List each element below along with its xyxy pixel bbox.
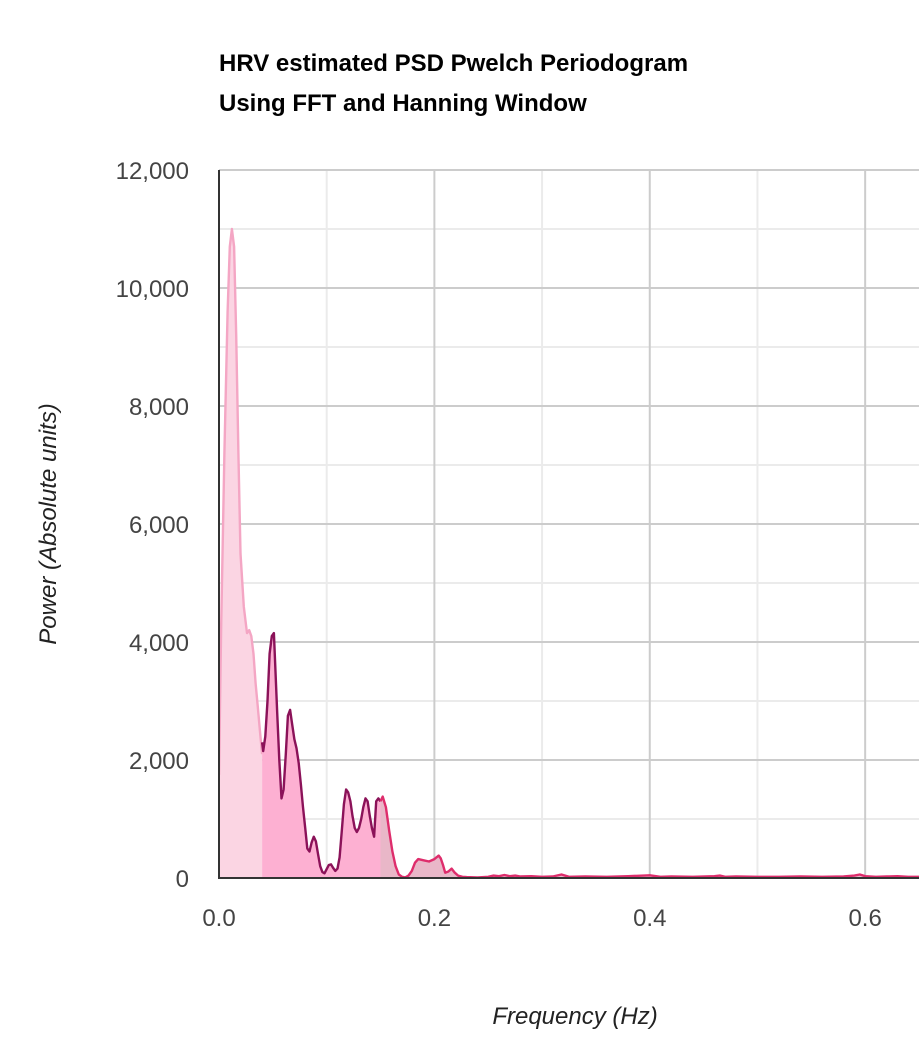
x-tick-label: 0.4 — [633, 905, 666, 932]
y-tick-label: 10,000 — [116, 276, 189, 303]
y-tick-label: 8,000 — [129, 394, 189, 421]
y-tick-label: 2,000 — [129, 748, 189, 775]
x-tick-label: 0.0 — [202, 905, 235, 932]
y-tick-label: 12,000 — [116, 158, 189, 185]
y-axis-label: Power (Absolute units) — [35, 403, 62, 644]
y-tick-label: 0 — [176, 866, 189, 893]
x-axis-label: Frequency (Hz) — [492, 1003, 657, 1030]
y-tick-label: 4,000 — [129, 630, 189, 657]
chart-title-line-2: Using FFT and Hanning Window — [219, 90, 587, 117]
plot-areas — [219, 229, 919, 878]
x-tick-label: 0.2 — [418, 905, 451, 932]
x-tick-label: 0.6 — [848, 905, 881, 932]
chart-title-line-1: HRV estimated PSD Pwelch Periodogram — [219, 50, 688, 77]
grid — [219, 170, 919, 878]
y-tick-label: 6,000 — [129, 512, 189, 539]
